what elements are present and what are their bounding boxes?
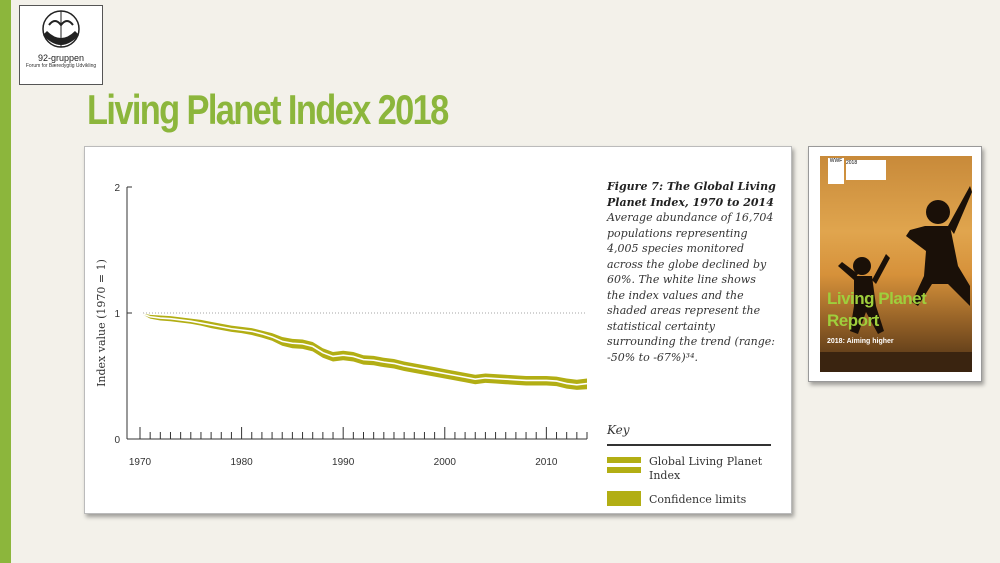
cover-title-line2: Report xyxy=(827,311,879,330)
caption-body: Average abundance of 16,704 populations … xyxy=(607,211,775,364)
y-tick-label: 0 xyxy=(114,435,120,446)
logo-name: 92-gruppen xyxy=(37,53,85,63)
index-line xyxy=(139,312,588,386)
y-tick-label: 1 xyxy=(114,309,120,320)
key-swatch-index-top xyxy=(607,457,641,463)
key-title: Key xyxy=(607,423,630,437)
page-title: Living Planet Index 2018 xyxy=(87,86,449,133)
x-tick-label: 2000 xyxy=(434,457,457,468)
cover-subtitle: 2018: Aiming higher xyxy=(827,338,894,345)
x-tick-label: 1970 xyxy=(129,457,152,468)
caption-title: Figure 7: The Global Living Planet Index… xyxy=(607,180,776,209)
y-tick-label: 2 xyxy=(114,183,120,194)
key-swatch-confidence xyxy=(607,491,641,506)
key-label-confidence: Confidence limits xyxy=(649,493,747,506)
silhouette-children-icon xyxy=(820,186,972,372)
cover-title: Living Planet Report xyxy=(827,288,927,332)
report-cover-image: WWF 2018 Living Planet Report 2018: Aimi… xyxy=(808,146,982,382)
y-axis-label: Index value (1970 = 1) xyxy=(95,259,108,387)
figure-caption: Figure 7: The Global Living Planet Index… xyxy=(607,179,777,365)
cover-photo: WWF 2018 Living Planet Report 2018: Aimi… xyxy=(820,156,972,372)
figure-card: 0 1 2 1970 1980 1990 2000 2010 Index value (1970… xyxy=(84,146,792,514)
key-swatch-index-bottom xyxy=(607,467,641,473)
x-tick-label: 2010 xyxy=(535,457,558,468)
cover-title-line1: Living Planet xyxy=(827,289,927,308)
lpi-chart: 0 1 2 1970 1980 1990 2000 2010 Index value (1970… xyxy=(95,183,588,468)
key-label-index: Global Living Planet Index xyxy=(649,455,763,482)
key-divider xyxy=(607,444,771,446)
logo: 92-gruppen Forum for Bæredygtig Udviklin… xyxy=(19,5,103,85)
accent-bar xyxy=(0,0,11,563)
logo-subtitle: Forum for Bæredygtig Udvikling xyxy=(25,63,97,69)
cover-wwf-logo: WWF xyxy=(828,158,844,184)
logo-icon xyxy=(42,10,80,48)
confidence-band xyxy=(140,313,587,390)
x-tick-label: 1980 xyxy=(230,457,253,468)
cover-badge: 2018 xyxy=(846,160,886,180)
x-tick-label: 1990 xyxy=(332,457,355,468)
